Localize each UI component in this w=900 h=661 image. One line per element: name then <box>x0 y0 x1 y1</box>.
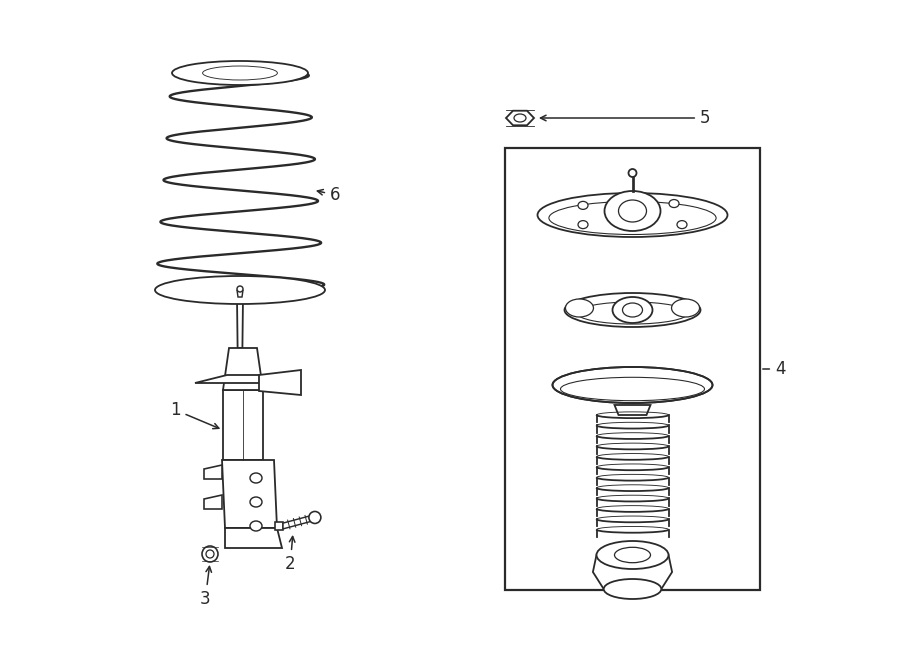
Ellipse shape <box>669 200 679 208</box>
Polygon shape <box>593 555 672 589</box>
Ellipse shape <box>155 276 325 304</box>
Ellipse shape <box>237 286 243 292</box>
Polygon shape <box>615 405 651 415</box>
Polygon shape <box>275 522 283 530</box>
Ellipse shape <box>202 546 218 562</box>
Polygon shape <box>283 516 310 529</box>
Ellipse shape <box>677 221 687 229</box>
Text: 6: 6 <box>318 186 340 204</box>
Ellipse shape <box>578 202 588 210</box>
Ellipse shape <box>553 367 713 403</box>
Polygon shape <box>195 375 291 383</box>
Text: 1: 1 <box>170 401 219 429</box>
Ellipse shape <box>613 297 652 323</box>
Polygon shape <box>506 111 534 126</box>
Ellipse shape <box>250 473 262 483</box>
Ellipse shape <box>565 299 593 317</box>
Ellipse shape <box>578 221 588 229</box>
Polygon shape <box>222 460 277 528</box>
Ellipse shape <box>537 193 727 237</box>
Ellipse shape <box>604 579 662 599</box>
Polygon shape <box>237 298 243 348</box>
Ellipse shape <box>628 169 636 177</box>
Bar <box>505 148 760 590</box>
Ellipse shape <box>605 191 661 231</box>
Text: 3: 3 <box>200 566 212 608</box>
Ellipse shape <box>250 497 262 507</box>
Polygon shape <box>223 348 263 390</box>
Text: 5: 5 <box>541 109 710 127</box>
Polygon shape <box>225 528 282 548</box>
Ellipse shape <box>309 512 321 524</box>
Ellipse shape <box>564 293 700 327</box>
Ellipse shape <box>172 61 308 85</box>
Ellipse shape <box>597 541 669 569</box>
Text: 2: 2 <box>285 537 295 573</box>
Polygon shape <box>204 495 222 509</box>
Bar <box>223 390 263 460</box>
Text: 4: 4 <box>763 360 786 378</box>
Ellipse shape <box>250 521 262 531</box>
Polygon shape <box>204 465 222 479</box>
Polygon shape <box>259 370 301 395</box>
Ellipse shape <box>671 299 699 317</box>
Polygon shape <box>237 290 243 297</box>
